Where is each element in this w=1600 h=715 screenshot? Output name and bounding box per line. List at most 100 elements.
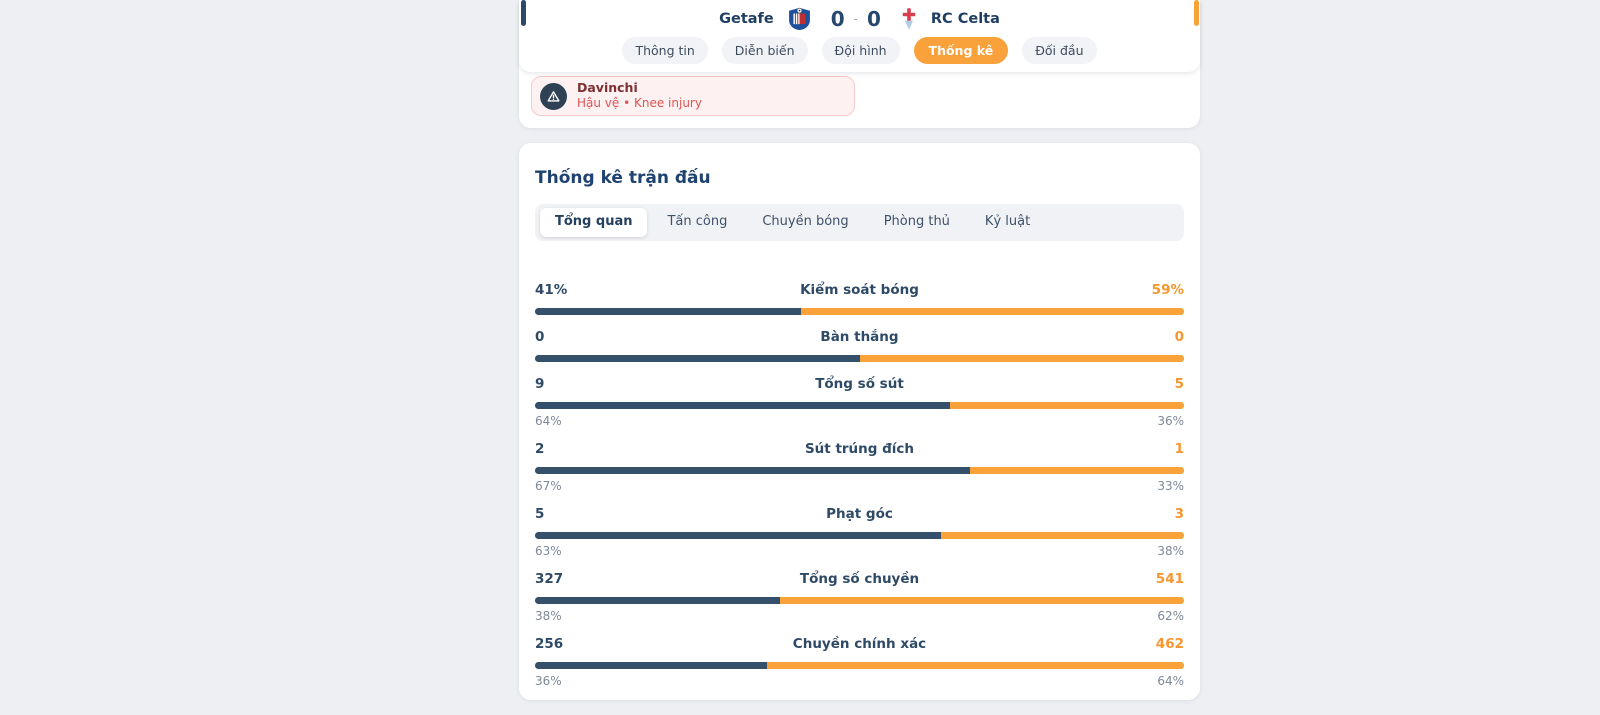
warning-icon xyxy=(540,82,567,110)
stat-away-percent: 64% xyxy=(1157,674,1184,688)
stat-values-line: 5 Phạt góc 3 xyxy=(535,504,1184,524)
match-tab[interactable]: Đội hình xyxy=(821,37,900,64)
stat-label: Tổng số sút xyxy=(815,376,904,392)
stat-bar xyxy=(535,662,1184,669)
stat-home-value: 2 xyxy=(535,441,545,457)
stat-away-value: 462 xyxy=(1155,636,1184,652)
match-tab[interactable]: Diễn biến xyxy=(721,37,808,64)
match-tab[interactable]: Đối đầu xyxy=(1022,37,1097,64)
stat-row: 327 Tổng số chuyền 541 38% 62% xyxy=(535,569,1184,625)
stat-away-percent: 62% xyxy=(1157,609,1184,623)
stat-bar-home-segment xyxy=(535,308,802,315)
stat-label: Tổng số chuyền xyxy=(799,571,920,587)
match-header-card: Getafe 0 - 0 RC Celta Th xyxy=(519,0,1200,72)
stat-away-percent: 36% xyxy=(1157,414,1184,428)
stat-away-value: 59% xyxy=(1151,282,1184,298)
stat-away-value: 1 xyxy=(1174,441,1184,457)
stat-bar xyxy=(535,402,1184,409)
stat-row: 0 Bàn thắng 0 xyxy=(535,327,1184,362)
stat-away-value: 0 xyxy=(1174,329,1184,345)
stats-section-title: Thống kê trận đấu xyxy=(535,168,711,188)
away-team-name[interactable]: RC Celta xyxy=(930,10,1000,27)
stats-tab[interactable]: Phòng thủ xyxy=(869,208,965,236)
stat-sub-percentages: 38% 62% xyxy=(535,609,1184,625)
home-team-name[interactable]: Getafe xyxy=(719,10,774,27)
stat-bar-away-segment xyxy=(859,355,1184,362)
match-tab[interactable]: Thông tin xyxy=(622,37,708,64)
stat-bar-home-segment xyxy=(535,355,860,362)
stat-home-percent: 36% xyxy=(535,674,562,688)
stat-home-percent: 67% xyxy=(535,479,562,493)
stat-sub-percentages: 67% 33% xyxy=(535,479,1184,495)
stats-tab[interactable]: Chuyền bóng xyxy=(747,208,863,236)
stats-rows-list: 41% Kiểm soát bóng 59% 0 Bàn thắng 0 9 T… xyxy=(535,280,1184,690)
injury-list-item: Davinchi Hậu vệ • Knee injury xyxy=(531,76,855,116)
injury-detail: Hậu vệ • Knee injury xyxy=(577,95,702,110)
stat-row: 9 Tổng số sút 5 64% 36% xyxy=(535,374,1184,430)
home-color-strip xyxy=(521,0,526,26)
away-team-badge-icon[interactable] xyxy=(900,7,918,31)
stat-bar-home-segment xyxy=(535,467,970,474)
stat-bar xyxy=(535,597,1184,604)
stat-home-value: 9 xyxy=(535,376,545,392)
scoreboard: Getafe 0 - 0 RC Celta xyxy=(519,0,1200,32)
stat-values-line: 0 Bàn thắng 0 xyxy=(535,327,1184,347)
home-team-badge-icon[interactable] xyxy=(787,6,812,31)
stat-away-percent: 38% xyxy=(1157,544,1184,558)
stats-category-tabs: Tổng quan Tấn công Chuyền bóng Phòng thủ Kỷ … xyxy=(535,204,1184,241)
stat-home-value: 41% xyxy=(535,282,568,298)
stat-bar-home-segment xyxy=(535,532,941,539)
stat-home-percent: 38% xyxy=(535,609,562,623)
stat-away-value: 3 xyxy=(1174,506,1184,522)
match-tab[interactable]: Thống kê xyxy=(913,37,1009,64)
stat-label: Bàn thắng xyxy=(820,329,899,345)
stat-values-line: 256 Chuyền chính xác 462 xyxy=(535,634,1184,654)
stats-tab[interactable]: Tổng quan xyxy=(540,208,648,237)
stat-home-value: 0 xyxy=(535,329,545,345)
stat-label: Sút trúng đích xyxy=(804,441,915,457)
score-separator: - xyxy=(853,11,858,26)
stat-sub-percentages: 63% 38% xyxy=(535,544,1184,560)
stat-row: 41% Kiểm soát bóng 59% xyxy=(535,280,1184,315)
stat-bar-away-segment xyxy=(801,308,1184,315)
stat-bar-home-segment xyxy=(535,597,780,604)
stat-label: Phạt góc xyxy=(826,506,893,522)
stat-row: 5 Phạt góc 3 63% 38% xyxy=(535,504,1184,560)
match-stats-card: Thống kê trận đấu Tổng quan Tấn công Chuyề… xyxy=(519,143,1200,700)
stat-bar xyxy=(535,532,1184,539)
stat-home-percent: 64% xyxy=(535,414,562,428)
stat-values-line: 2 Sút trúng đích 1 xyxy=(535,439,1184,459)
stat-bar xyxy=(535,355,1184,362)
stat-bar-away-segment xyxy=(950,402,1184,409)
stat-bar-home-segment xyxy=(535,662,767,669)
score: 0 - 0 xyxy=(831,7,881,31)
injured-player-name: Davinchi xyxy=(577,80,638,96)
stat-bar-away-segment xyxy=(940,532,1184,539)
stats-tab[interactable]: Kỷ luật xyxy=(970,208,1045,236)
stat-values-line: 9 Tổng số sút 5 xyxy=(535,374,1184,394)
stat-away-value: 5 xyxy=(1174,376,1184,392)
stat-bar xyxy=(535,467,1184,474)
stat-values-line: 327 Tổng số chuyền 541 xyxy=(535,569,1184,589)
away-color-strip xyxy=(1194,0,1199,26)
stat-home-percent: 63% xyxy=(535,544,562,558)
stat-bar-away-segment xyxy=(766,662,1184,669)
stat-row: 2 Sút trúng đích 1 67% 33% xyxy=(535,439,1184,495)
stat-values-line: 41% Kiểm soát bóng 59% xyxy=(535,280,1184,300)
stat-bar-home-segment xyxy=(535,402,951,409)
stat-home-value: 5 xyxy=(535,506,545,522)
stat-sub-percentages: 36% 64% xyxy=(535,674,1184,690)
match-nav-tabs: Thông tin Diễn biến Đội hình Thống kê Đối đầ… xyxy=(519,37,1200,64)
stat-home-value: 327 xyxy=(535,571,564,587)
stat-away-value: 541 xyxy=(1155,571,1184,587)
stat-bar-away-segment xyxy=(779,597,1184,604)
stat-label: Kiểm soát bóng xyxy=(800,282,919,298)
away-score: 0 xyxy=(866,6,881,31)
stat-sub-percentages: 64% 36% xyxy=(535,414,1184,430)
home-score: 0 xyxy=(830,6,845,31)
stat-row: 256 Chuyền chính xác 462 36% 64% xyxy=(535,634,1184,690)
stats-tab[interactable]: Tấn công xyxy=(652,208,742,236)
stat-away-percent: 33% xyxy=(1157,479,1184,493)
stat-bar xyxy=(535,308,1184,315)
stat-label: Chuyền chính xác xyxy=(792,636,927,652)
